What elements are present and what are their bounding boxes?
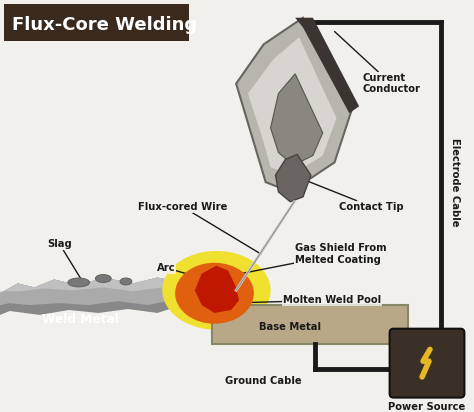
Polygon shape xyxy=(275,154,311,202)
Text: Slag: Slag xyxy=(47,239,81,279)
FancyBboxPatch shape xyxy=(390,329,465,398)
Text: Electrode Cable: Electrode Cable xyxy=(449,138,460,226)
Ellipse shape xyxy=(68,278,90,287)
Text: Gas Shield From
Melted Coating: Gas Shield From Melted Coating xyxy=(241,243,387,274)
Polygon shape xyxy=(0,278,236,293)
Text: Power Source: Power Source xyxy=(388,403,465,412)
Polygon shape xyxy=(248,37,337,175)
Ellipse shape xyxy=(120,278,132,285)
Ellipse shape xyxy=(163,251,271,330)
FancyBboxPatch shape xyxy=(4,4,189,41)
Text: Flux-cored Wire: Flux-cored Wire xyxy=(138,201,261,254)
Text: Flux-Core Welding: Flux-Core Welding xyxy=(12,16,197,34)
Text: Base Metal: Base Metal xyxy=(259,322,321,332)
Text: Arc: Arc xyxy=(156,263,226,286)
Text: Weld Metal: Weld Metal xyxy=(42,314,119,326)
Text: Ground Cable: Ground Cable xyxy=(225,376,302,386)
Polygon shape xyxy=(0,278,244,405)
Polygon shape xyxy=(195,266,239,313)
Text: Molten Weld Pool: Molten Weld Pool xyxy=(226,295,382,305)
Ellipse shape xyxy=(95,274,111,283)
FancyBboxPatch shape xyxy=(211,305,408,344)
Text: Contact Tip: Contact Tip xyxy=(305,180,404,212)
Text: Current
Conductor: Current Conductor xyxy=(335,31,420,94)
Polygon shape xyxy=(236,18,352,192)
Polygon shape xyxy=(271,74,323,165)
Ellipse shape xyxy=(175,263,254,324)
Polygon shape xyxy=(295,18,359,113)
Polygon shape xyxy=(0,278,244,305)
